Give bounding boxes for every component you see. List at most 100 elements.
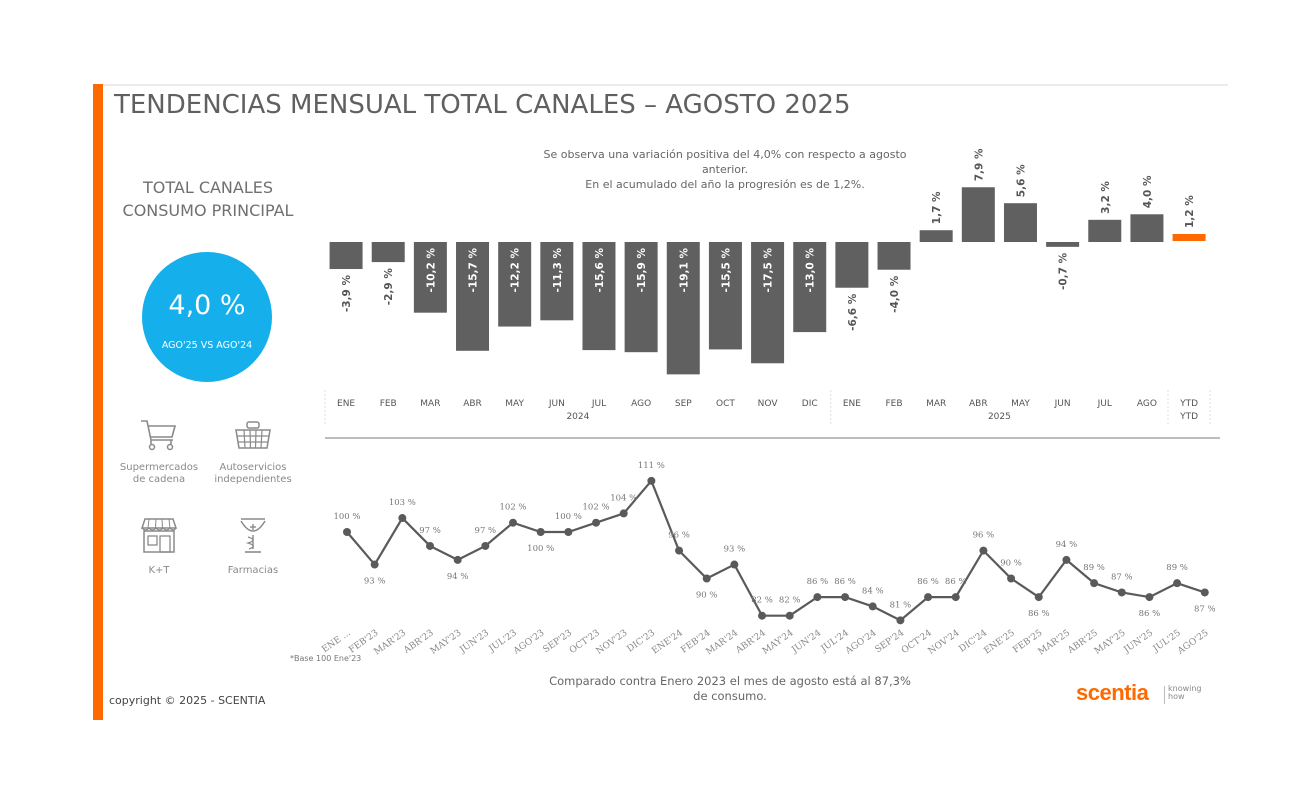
bar-label-12: -6,6 % [847, 293, 859, 331]
x-tick-label-10: NOV'23 [595, 628, 630, 657]
bottom-commentary-line-1: Comparado contra Enero 2023 el mes de ag… [549, 674, 911, 688]
channel-label-line-1: Farmacias [227, 565, 279, 576]
channel-autoservicios: Autoservicios independientes [206, 418, 300, 486]
category-label-7: AGO [631, 399, 651, 409]
slide [93, 84, 1228, 720]
bar-19 [1130, 214, 1164, 242]
data-point-25 [1034, 593, 1043, 602]
accent-bar [93, 84, 103, 720]
x-tick-label-26: MAR'25 [1037, 628, 1073, 657]
point-label-28: 87 % [1111, 572, 1133, 582]
point-label-2: 103 % [389, 498, 416, 508]
bar-7 [624, 242, 658, 353]
logo-separator [1164, 686, 1165, 704]
data-point-12 [675, 546, 684, 555]
page-title: TENDENCIAS MENSUAL TOTAL CANALES – AGOST… [114, 90, 851, 120]
bar-11 [793, 242, 827, 333]
point-label-26: 94 % [1056, 540, 1078, 550]
channel-label-line-1: K+T [148, 565, 170, 576]
group-label-0: 2024 [566, 412, 589, 422]
x-tick-label-29: JUN'25 [1122, 628, 1156, 656]
x-tick-label-0: ENE ... [320, 628, 352, 655]
data-point-24 [1007, 574, 1016, 583]
category-label-13: FEB [886, 399, 903, 409]
x-tick-label-4: MAY'23 [429, 628, 464, 657]
data-point-0 [343, 528, 351, 536]
commentary-line-3: En el acumulado del año la progresión es… [585, 178, 865, 191]
bar-label-0: -3,9 % [341, 275, 353, 313]
data-point-8 [564, 528, 573, 536]
data-point-7 [536, 528, 545, 536]
data-point-31 [1200, 588, 1209, 597]
category-label-20: YTD [1179, 399, 1198, 409]
x-tick-label-28: MAY'25 [1093, 628, 1128, 657]
bar-4 [498, 242, 532, 327]
bar-18 [1088, 219, 1122, 242]
point-label-16: 82 % [779, 596, 801, 606]
point-label-0: 100 % [333, 512, 360, 522]
commentary-line-2: anterior. [701, 163, 749, 176]
category-label-8: SEP [675, 399, 692, 409]
category-label-17: JUN [1054, 399, 1071, 409]
data-point-22 [951, 593, 960, 602]
bar-label-2: -10,2 % [425, 248, 437, 293]
channel-label-line-2: de cadena [132, 474, 186, 485]
bar-label-20: 1,2 % [1184, 195, 1196, 228]
bar-20 [1172, 234, 1206, 241]
x-tick-label-22: NOV'24 [927, 628, 962, 657]
bar-3 [456, 242, 490, 351]
x-tick-label-2: MAR'23 [372, 628, 408, 657]
point-label-15: 82 % [751, 596, 773, 606]
bar-label-5: -11,3 % [552, 248, 564, 293]
bar-label-17: -0,7 % [1058, 252, 1070, 290]
bar-label-3: -15,7 % [468, 248, 480, 293]
point-label-22: 86 % [945, 577, 967, 587]
category-label-16: MAY [1011, 399, 1030, 409]
point-label-6: 102 % [500, 503, 527, 513]
category-label-19: AGO [1137, 399, 1157, 409]
data-point-2 [398, 514, 407, 523]
logo-tagline-line-1: knowing [1168, 684, 1202, 693]
point-label-11: 111 % [638, 461, 665, 471]
point-label-23: 96 % [973, 531, 995, 541]
group-label-1: 2025 [988, 412, 1011, 422]
data-point-30 [1173, 579, 1182, 588]
bar-2 [413, 242, 447, 313]
logo-tagline-line-2: how [1168, 692, 1185, 701]
data-point-23 [979, 546, 988, 555]
bar-5 [540, 242, 574, 321]
category-label-4: MAY [505, 399, 524, 409]
data-point-1 [370, 560, 379, 569]
point-label-20: 81 % [890, 600, 912, 610]
point-label-13: 90 % [696, 591, 718, 601]
data-point-9 [592, 518, 601, 527]
data-point-26 [1062, 555, 1071, 564]
bar-label-15: 7,9 % [973, 148, 985, 181]
channel-label-line-2: independientes [214, 474, 292, 485]
category-label-11: DIC [802, 399, 818, 409]
data-point-28 [1117, 588, 1126, 597]
bar-label-10: -17,5 % [763, 248, 775, 293]
point-label-9: 102 % [583, 503, 610, 513]
base-note: *Base 100 Ene'23 [290, 654, 362, 663]
x-tick-label-16: MAY'24 [761, 628, 796, 657]
category-label-0: ENE [337, 399, 355, 409]
point-label-7: 100 % [527, 544, 554, 554]
data-point-21 [924, 593, 933, 602]
category-label-12: ENE [843, 399, 861, 409]
category-label-18: JUL [1097, 399, 1112, 409]
shopping-basket-icon [235, 421, 271, 449]
bar-label-9: -15,5 % [720, 248, 732, 293]
point-label-17: 86 % [807, 577, 829, 587]
bar-label-8: -19,1 % [678, 248, 690, 293]
point-label-21: 86 % [917, 577, 939, 587]
scentia-logo: scentia [1076, 680, 1149, 705]
data-point-13 [702, 574, 711, 583]
bar-10 [751, 242, 785, 364]
x-tick-label-17: JUN'24 [790, 628, 824, 656]
x-tick-label-19: AGO'24 [843, 628, 878, 657]
kpi-badge: 4,0 % AGO'25 VS AGO'24 [142, 252, 272, 382]
data-point-27 [1090, 579, 1099, 588]
